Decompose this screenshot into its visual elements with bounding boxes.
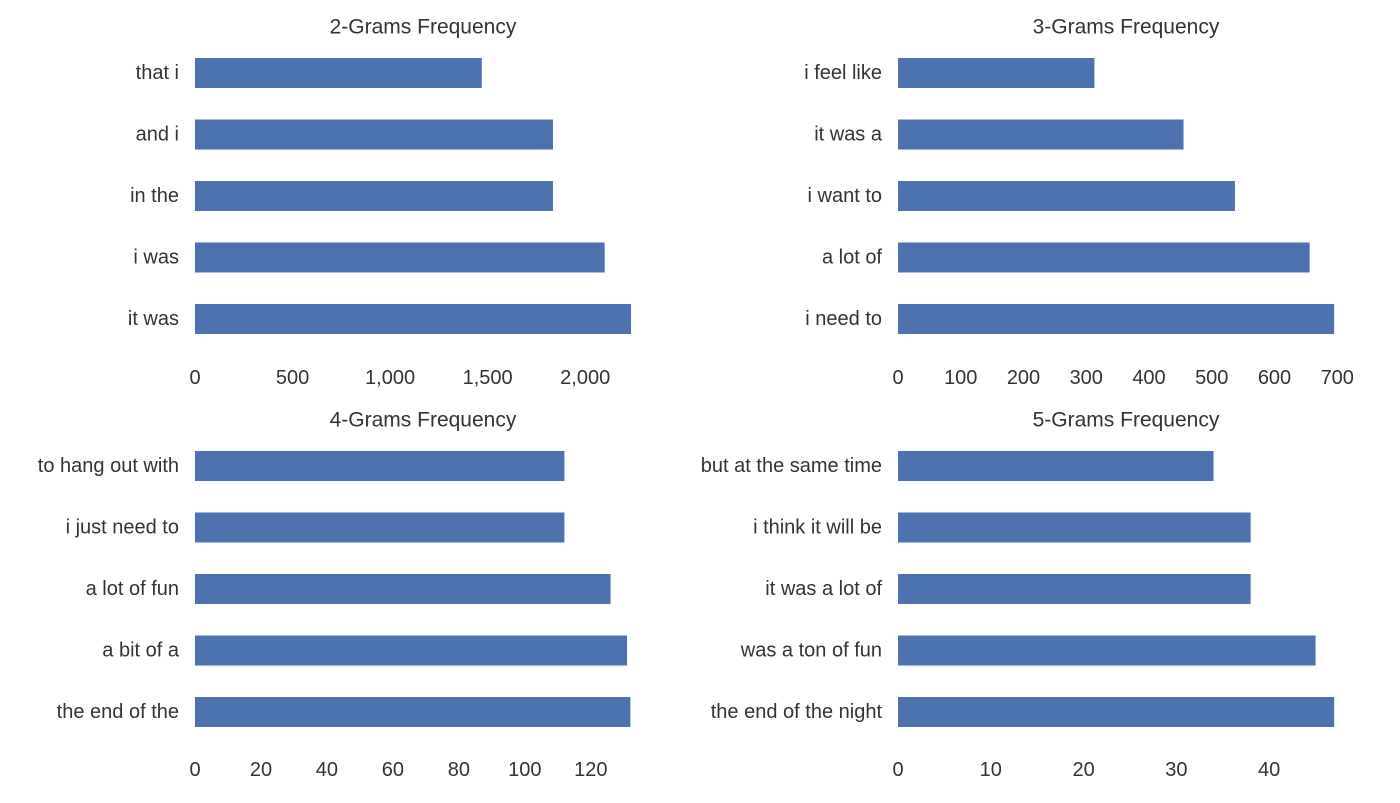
x-tick-label: 0 bbox=[892, 367, 903, 389]
bar bbox=[898, 58, 1095, 88]
category-label: but at the same time bbox=[701, 455, 882, 477]
category-label: that i bbox=[136, 62, 179, 84]
chart-title: 5-Grams Frequency bbox=[1033, 409, 1220, 432]
bar bbox=[195, 697, 631, 727]
chart-title: 3-Grams Frequency bbox=[1033, 16, 1220, 39]
x-tick-label: 700 bbox=[1321, 367, 1354, 389]
category-label: i just need to bbox=[66, 517, 179, 539]
x-tick-label: 60 bbox=[382, 759, 404, 781]
category-label: the end of the bbox=[57, 701, 179, 723]
x-tick-label: 40 bbox=[1258, 759, 1280, 781]
panel-4grams: 4-Grams Frequency to hang out with i just … bbox=[38, 409, 631, 781]
x-tick-label: 40 bbox=[316, 759, 338, 781]
bar bbox=[195, 512, 565, 543]
bar bbox=[898, 635, 1316, 666]
bar bbox=[195, 451, 565, 481]
x-tick-label: 400 bbox=[1132, 367, 1165, 389]
category-label: the end of the night bbox=[711, 701, 883, 723]
category-label: i think it will be bbox=[753, 517, 882, 539]
x-tick-label: 500 bbox=[1195, 367, 1228, 389]
bar bbox=[898, 119, 1184, 150]
category-label: and i bbox=[136, 124, 179, 146]
bar bbox=[195, 304, 632, 334]
x-tick-label: 10 bbox=[980, 759, 1002, 781]
panel-2grams: 2-Grams Frequency that i and i in the i was i… bbox=[128, 16, 632, 389]
x-tick-label: 0 bbox=[189, 367, 200, 389]
x-tick-label: 20 bbox=[250, 759, 272, 781]
bar bbox=[898, 512, 1251, 543]
category-label: i want to bbox=[808, 185, 882, 207]
x-tick-label: 80 bbox=[448, 759, 470, 781]
category-label: i was bbox=[133, 247, 179, 269]
bar bbox=[898, 451, 1214, 481]
x-tick-label: 600 bbox=[1258, 367, 1291, 389]
x-tick-label: 30 bbox=[1165, 759, 1187, 781]
bar bbox=[195, 119, 553, 150]
x-tick-label: 0 bbox=[189, 759, 200, 781]
chart-title: 4-Grams Frequency bbox=[330, 409, 517, 432]
category-label: i feel like bbox=[804, 62, 882, 84]
category-label: it was bbox=[128, 308, 179, 330]
x-tick-label: 200 bbox=[1007, 367, 1040, 389]
x-tick-label: 120 bbox=[574, 759, 607, 781]
bar bbox=[898, 242, 1310, 273]
bar bbox=[195, 635, 628, 666]
panel-5grams: 5-Grams Frequency but at the same time i t… bbox=[701, 409, 1335, 781]
category-label: to hang out with bbox=[38, 455, 179, 477]
x-tick-label: 1,500 bbox=[463, 367, 513, 389]
x-tick-label: 100 bbox=[944, 367, 977, 389]
bar bbox=[898, 697, 1335, 727]
category-label: a bit of a bbox=[102, 640, 180, 662]
category-label: i need to bbox=[805, 308, 882, 330]
category-label: a lot of bbox=[822, 247, 882, 269]
bar bbox=[195, 574, 611, 604]
x-tick-label: 20 bbox=[1072, 759, 1094, 781]
chart-title: 2-Grams Frequency bbox=[330, 16, 517, 39]
category-label: in the bbox=[130, 185, 179, 207]
x-tick-label: 300 bbox=[1070, 367, 1103, 389]
x-tick-label: 2,000 bbox=[560, 367, 610, 389]
x-tick-label: 100 bbox=[508, 759, 541, 781]
bar bbox=[898, 574, 1251, 604]
category-label: was a ton of fun bbox=[740, 640, 882, 662]
x-tick-label: 1,000 bbox=[365, 367, 415, 389]
bar bbox=[898, 304, 1335, 334]
x-tick-label: 0 bbox=[892, 759, 903, 781]
panel-3grams: 3-Grams Frequency i feel like it was a i wa… bbox=[804, 16, 1354, 390]
category-label: a lot of fun bbox=[86, 578, 179, 600]
bar bbox=[898, 181, 1235, 211]
bar bbox=[195, 242, 605, 273]
bar bbox=[195, 181, 553, 211]
category-label: it was a lot of bbox=[765, 578, 882, 600]
x-tick-label: 500 bbox=[276, 367, 309, 389]
bar bbox=[195, 58, 482, 88]
category-label: it was a bbox=[814, 124, 883, 146]
